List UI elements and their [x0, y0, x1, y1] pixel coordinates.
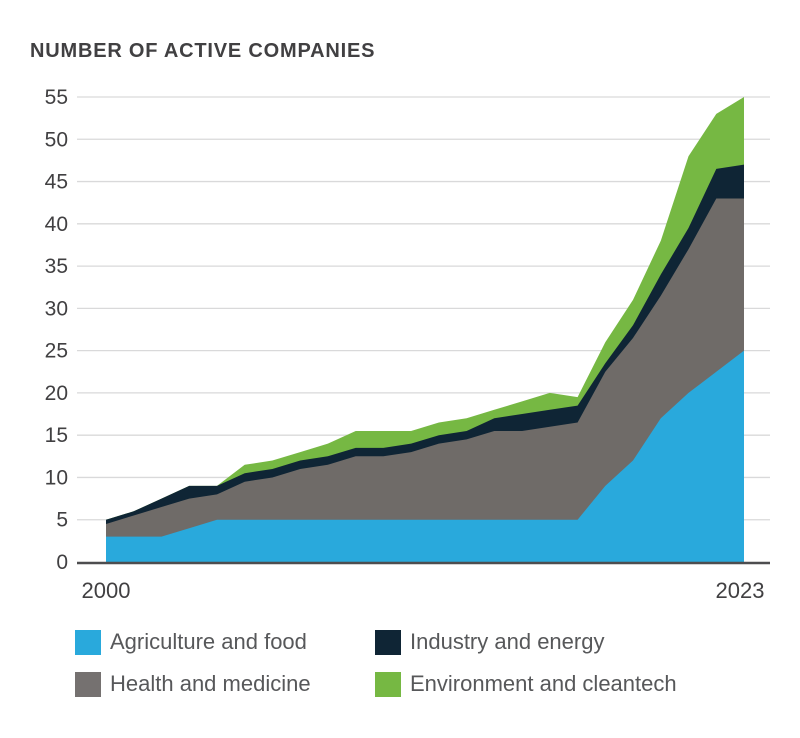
legend-item-industry-and-energy: Industry and energy	[375, 629, 604, 655]
x-axis-label-start: 2000	[81, 578, 131, 603]
legend-label: Environment and cleantech	[410, 671, 677, 696]
color-swatch-health-and-medicine	[75, 671, 101, 697]
area-health-and-medicine	[106, 198, 744, 562]
chart-title: NUMBER OF ACTIVE COMPANIES	[30, 40, 376, 62]
area-environment-and-cleantech	[106, 97, 744, 562]
area-industry-and-energy	[106, 164, 744, 562]
y-tick-label-35: 35	[45, 255, 68, 278]
legend-label: Health and medicine	[110, 671, 311, 696]
y-tick-label-10: 10	[45, 466, 68, 489]
color-swatch-industry-and-energy	[375, 629, 401, 655]
color-swatch-environment-and-cleantech	[375, 671, 401, 697]
y-tick-label-50: 50	[45, 128, 68, 151]
y-tick-label-20: 20	[45, 382, 68, 405]
y-tick-label-40: 40	[45, 213, 68, 236]
y-tick-label-45: 45	[45, 171, 68, 194]
legend-item-health-and-medicine: Health and medicine	[75, 671, 311, 697]
legend-label: Industry and energy	[410, 629, 605, 654]
color-swatch-agriculture-and-food	[75, 629, 101, 655]
y-tick-label-30: 30	[45, 297, 68, 320]
legend-label: Agriculture and food	[110, 629, 307, 654]
y-tick-label-55: 55	[45, 86, 68, 109]
legend-item-agriculture-and-food: Agriculture and food	[75, 629, 307, 655]
y-tick-label-0: 0	[56, 551, 68, 574]
area-agriculture-and-food	[106, 350, 744, 562]
y-tick-label-25: 25	[45, 340, 68, 363]
legend-item-environment-and-cleantech: Environment and cleantech	[375, 671, 677, 697]
x-axis-label-end: 2023	[715, 578, 765, 603]
y-tick-label-5: 5	[56, 509, 68, 532]
y-tick-label-15: 15	[45, 424, 68, 447]
